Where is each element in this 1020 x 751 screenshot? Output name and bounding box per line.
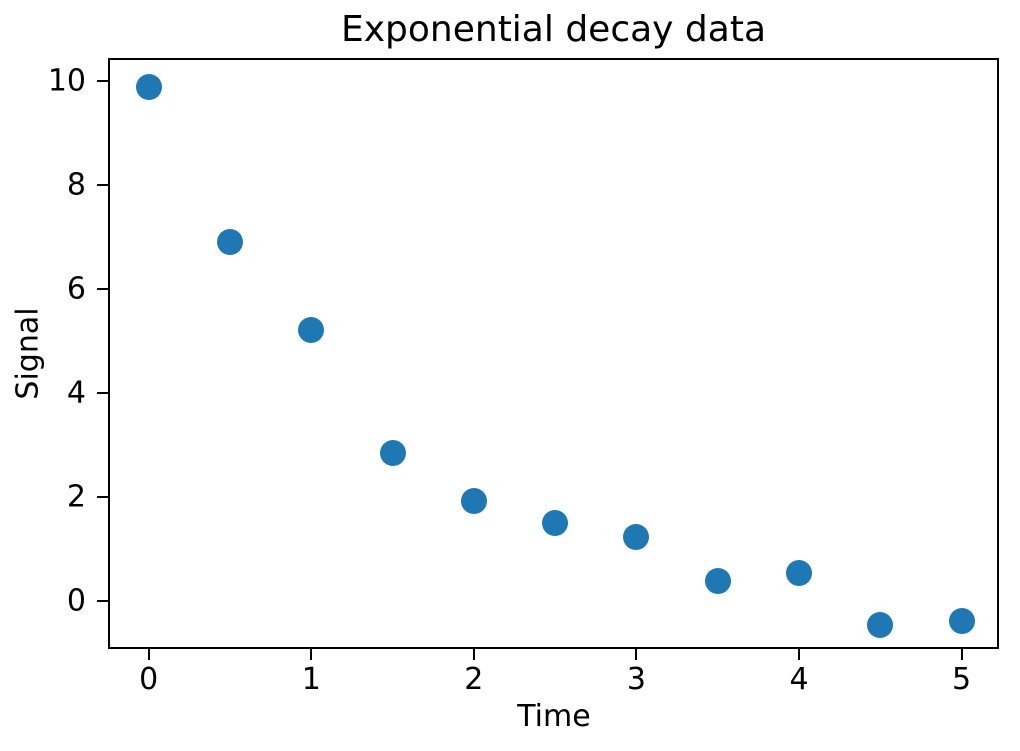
x-tick-label: 1 (301, 662, 321, 697)
scatter-point (948, 608, 975, 635)
scatter-point (135, 73, 162, 100)
x-tick-mark (635, 649, 638, 660)
x-tick-mark (472, 649, 475, 660)
x-tick-label: 0 (139, 662, 159, 697)
y-tick-label: 8 (66, 167, 86, 203)
y-tick-label: 6 (66, 271, 86, 307)
scatter-point (786, 560, 812, 587)
scatter-point (542, 509, 569, 536)
y-tick-mark (97, 183, 108, 186)
x-tick-mark (798, 649, 800, 660)
chart-title: Exponential decay data (340, 9, 767, 50)
scatter-point (704, 567, 731, 594)
y-axis-label: Signal (10, 307, 46, 400)
plot-area (108, 58, 999, 649)
x-tick-mark (310, 649, 313, 660)
y-tick-label: 4 (66, 375, 86, 411)
x-axis-label: Time (517, 699, 591, 734)
y-tick-mark (97, 287, 108, 290)
x-tick-label: 2 (464, 662, 484, 697)
y-tick-mark (97, 79, 108, 82)
x-tick-mark (960, 649, 963, 660)
x-tick-label: 5 (952, 662, 972, 697)
scatter-point (623, 523, 650, 550)
x-tick-mark (147, 649, 150, 660)
scatter-point (298, 316, 325, 343)
x-tick-label: 4 (789, 662, 809, 697)
scatter-point (379, 440, 406, 467)
scatter-point (867, 611, 894, 638)
x-tick-label: 3 (626, 662, 646, 697)
y-tick-label: 2 (66, 479, 86, 515)
y-tick-label: 10 (47, 63, 86, 99)
y-tick-mark (97, 600, 108, 603)
scatter-point (460, 488, 487, 515)
y-tick-mark (97, 392, 108, 395)
y-tick-mark (97, 496, 108, 499)
scatter-point (216, 229, 243, 256)
y-tick-label: 0 (66, 583, 86, 619)
